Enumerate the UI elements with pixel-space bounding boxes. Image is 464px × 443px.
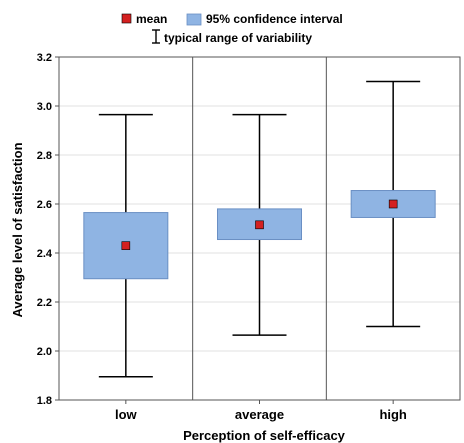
legend: mean 95% confidence interval typical ran… (121, 12, 343, 45)
category-group-high (350, 80, 436, 328)
x-category-label-low: low (115, 407, 138, 422)
legend-ci-swatch (186, 13, 202, 26)
y-axis-ticks: 1.8 2.0 2.2 2.4 2.6 2.8 3.0 3.2 (37, 52, 59, 407)
x-axis-categories: low average high (115, 400, 407, 422)
mean-marker-average (255, 220, 264, 230)
y-tick-label: 1.8 (37, 395, 52, 407)
y-tick-label: 2.2 (37, 297, 52, 309)
category-group-low (83, 113, 169, 378)
y-tick-label: 2.0 (37, 346, 52, 358)
mean-marker-high (388, 199, 398, 209)
legend-range-icon (152, 29, 160, 44)
legend-range-label: typical range of variability (164, 31, 312, 45)
y-axis-title: Average level of satisfaction (10, 142, 25, 317)
mean-marker-low (121, 241, 131, 250)
legend-mean-swatch (121, 13, 132, 24)
y-tick-label: 2.6 (37, 199, 52, 211)
data-marks (83, 80, 436, 378)
y-tick-label: 3.0 (37, 101, 52, 113)
legend-mean-label: mean (136, 12, 167, 26)
y-tick-label: 2.8 (37, 150, 52, 162)
legend-ci-label: 95% confidence interval (206, 12, 343, 26)
y-tick-label: 3.2 (37, 52, 52, 64)
x-axis-title: Perception of self-efficacy (183, 428, 346, 443)
x-category-label-high: high (379, 407, 406, 422)
category-group-average (217, 113, 302, 336)
category-separators (192, 57, 327, 400)
x-category-label-average: average (235, 407, 284, 422)
y-tick-label: 2.4 (37, 248, 53, 260)
